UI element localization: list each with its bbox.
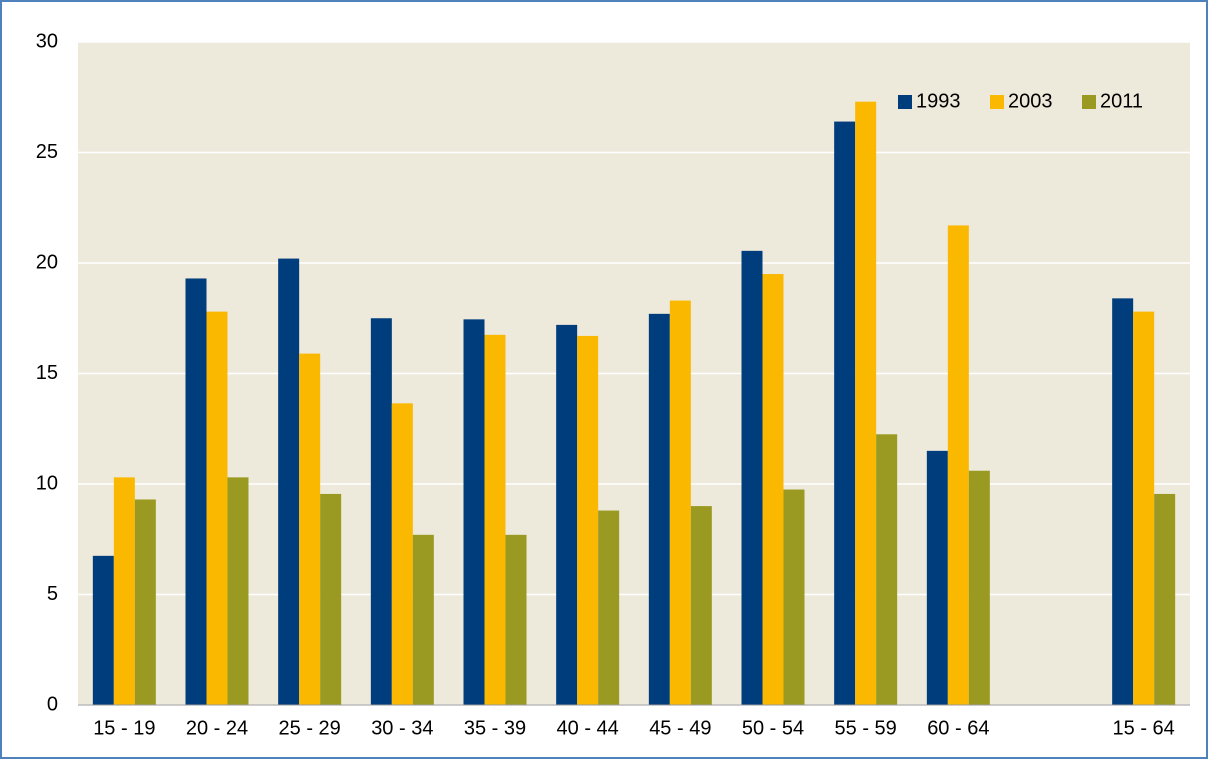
y-tick-label: 10 <box>36 472 58 494</box>
x-tick-label: 55 - 59 <box>835 717 897 739</box>
x-tick-label: 50 - 54 <box>742 717 804 739</box>
bar <box>1154 493 1176 705</box>
x-tick-label: 40 - 44 <box>557 717 619 739</box>
bar <box>370 318 392 705</box>
x-tick-label: 15 - 64 <box>1113 717 1175 739</box>
bar <box>947 225 969 705</box>
y-tick-label: 0 <box>47 693 58 715</box>
bar <box>505 534 527 705</box>
y-tick-label: 15 <box>36 362 58 384</box>
bar <box>412 534 434 705</box>
y-tick-label: 20 <box>36 251 58 273</box>
x-tick-label: 60 - 64 <box>927 717 989 739</box>
bar <box>320 493 342 705</box>
bar <box>834 121 856 705</box>
bar <box>299 353 321 705</box>
y-tick-label: 25 <box>36 141 58 163</box>
bar <box>690 506 712 705</box>
y-tick-label: 5 <box>47 583 58 605</box>
x-tick-label: 35 - 39 <box>464 717 526 739</box>
bar <box>1133 311 1155 705</box>
y-tick-label: 30 <box>36 30 58 52</box>
bar <box>598 510 620 705</box>
bar <box>648 313 670 705</box>
bar <box>577 335 599 705</box>
bar <box>968 470 990 705</box>
x-tick-label: 20 - 24 <box>186 717 248 739</box>
legend-label: 2003 <box>1008 90 1053 112</box>
bar <box>783 489 805 705</box>
x-tick-label: 45 - 49 <box>649 717 711 739</box>
legend-swatch <box>1082 95 1096 109</box>
bar <box>134 499 156 705</box>
legend-label: 1993 <box>916 90 961 112</box>
legend-label: 2011 <box>1100 90 1143 112</box>
x-tick-label: 25 - 29 <box>279 717 341 739</box>
bar <box>391 403 413 705</box>
x-tick-label: 15 - 19 <box>93 717 155 739</box>
bar <box>669 300 691 705</box>
bar <box>926 450 948 705</box>
bar <box>463 319 485 705</box>
bar <box>113 477 135 705</box>
bar <box>1112 298 1134 705</box>
bar <box>484 334 506 705</box>
bar <box>855 101 877 706</box>
bar <box>556 324 578 705</box>
bar <box>185 278 207 705</box>
bar <box>278 258 300 705</box>
legend-swatch <box>990 95 1004 109</box>
bar <box>206 311 228 705</box>
bar <box>762 274 784 705</box>
bar <box>92 555 114 705</box>
bar <box>876 434 898 705</box>
bar <box>227 477 249 705</box>
legend-swatch <box>898 95 912 109</box>
bar <box>741 250 763 705</box>
x-tick-label: 30 - 34 <box>371 717 433 739</box>
